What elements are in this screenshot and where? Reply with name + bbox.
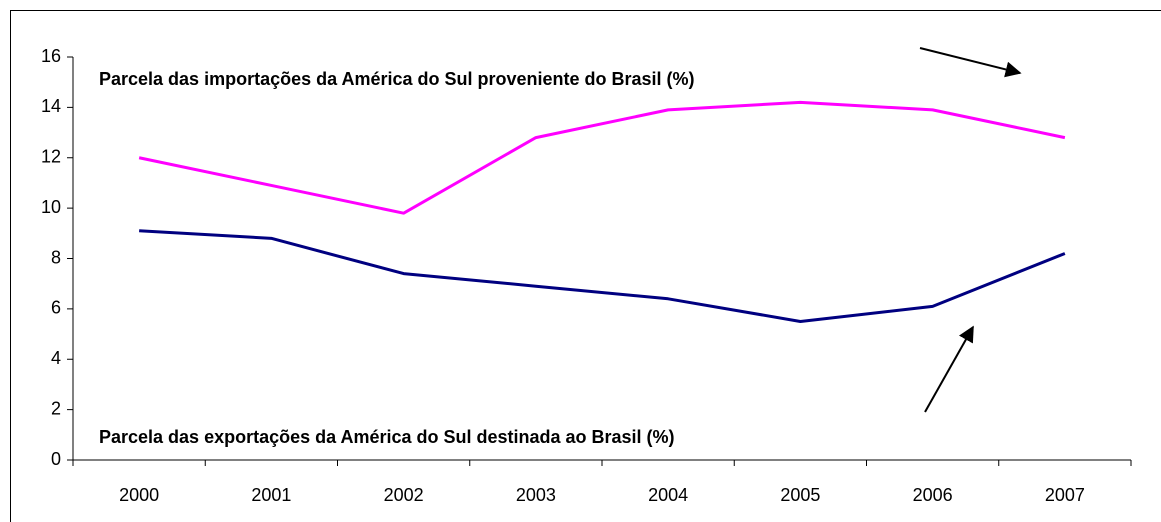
y-tick-label: 14 bbox=[41, 96, 61, 116]
chart-frame bbox=[10, 10, 1161, 522]
x-tick-label: 2000 bbox=[119, 485, 159, 505]
y-tick-label: 2 bbox=[51, 398, 61, 418]
annotation-arrow bbox=[919, 47, 1022, 78]
y-tick-label: 8 bbox=[51, 247, 61, 267]
x-tick-label: 2006 bbox=[913, 485, 953, 505]
annotation: Parcela das importações da América do Su… bbox=[99, 69, 695, 89]
x-tick-label: 2004 bbox=[648, 485, 688, 505]
y-tick-label: 0 bbox=[51, 449, 61, 469]
x-tick-label: 2005 bbox=[780, 485, 820, 505]
annotation: Parcela das exportações da América do Su… bbox=[99, 427, 675, 447]
annotation-arrow bbox=[924, 325, 974, 413]
series-line bbox=[139, 229, 1066, 323]
x-tick-label: 2007 bbox=[1045, 485, 1085, 505]
y-tick-label: 12 bbox=[41, 147, 61, 167]
y-tick-label: 4 bbox=[51, 348, 61, 368]
series-line bbox=[138, 100, 1066, 215]
y-tick-label: 10 bbox=[41, 197, 61, 217]
x-tick-label: 2002 bbox=[384, 485, 424, 505]
x-tick-label: 2001 bbox=[251, 485, 291, 505]
y-tick-label: 16 bbox=[41, 46, 61, 66]
x-tick-label: 2003 bbox=[516, 485, 556, 505]
y-tick-label: 6 bbox=[51, 298, 61, 318]
